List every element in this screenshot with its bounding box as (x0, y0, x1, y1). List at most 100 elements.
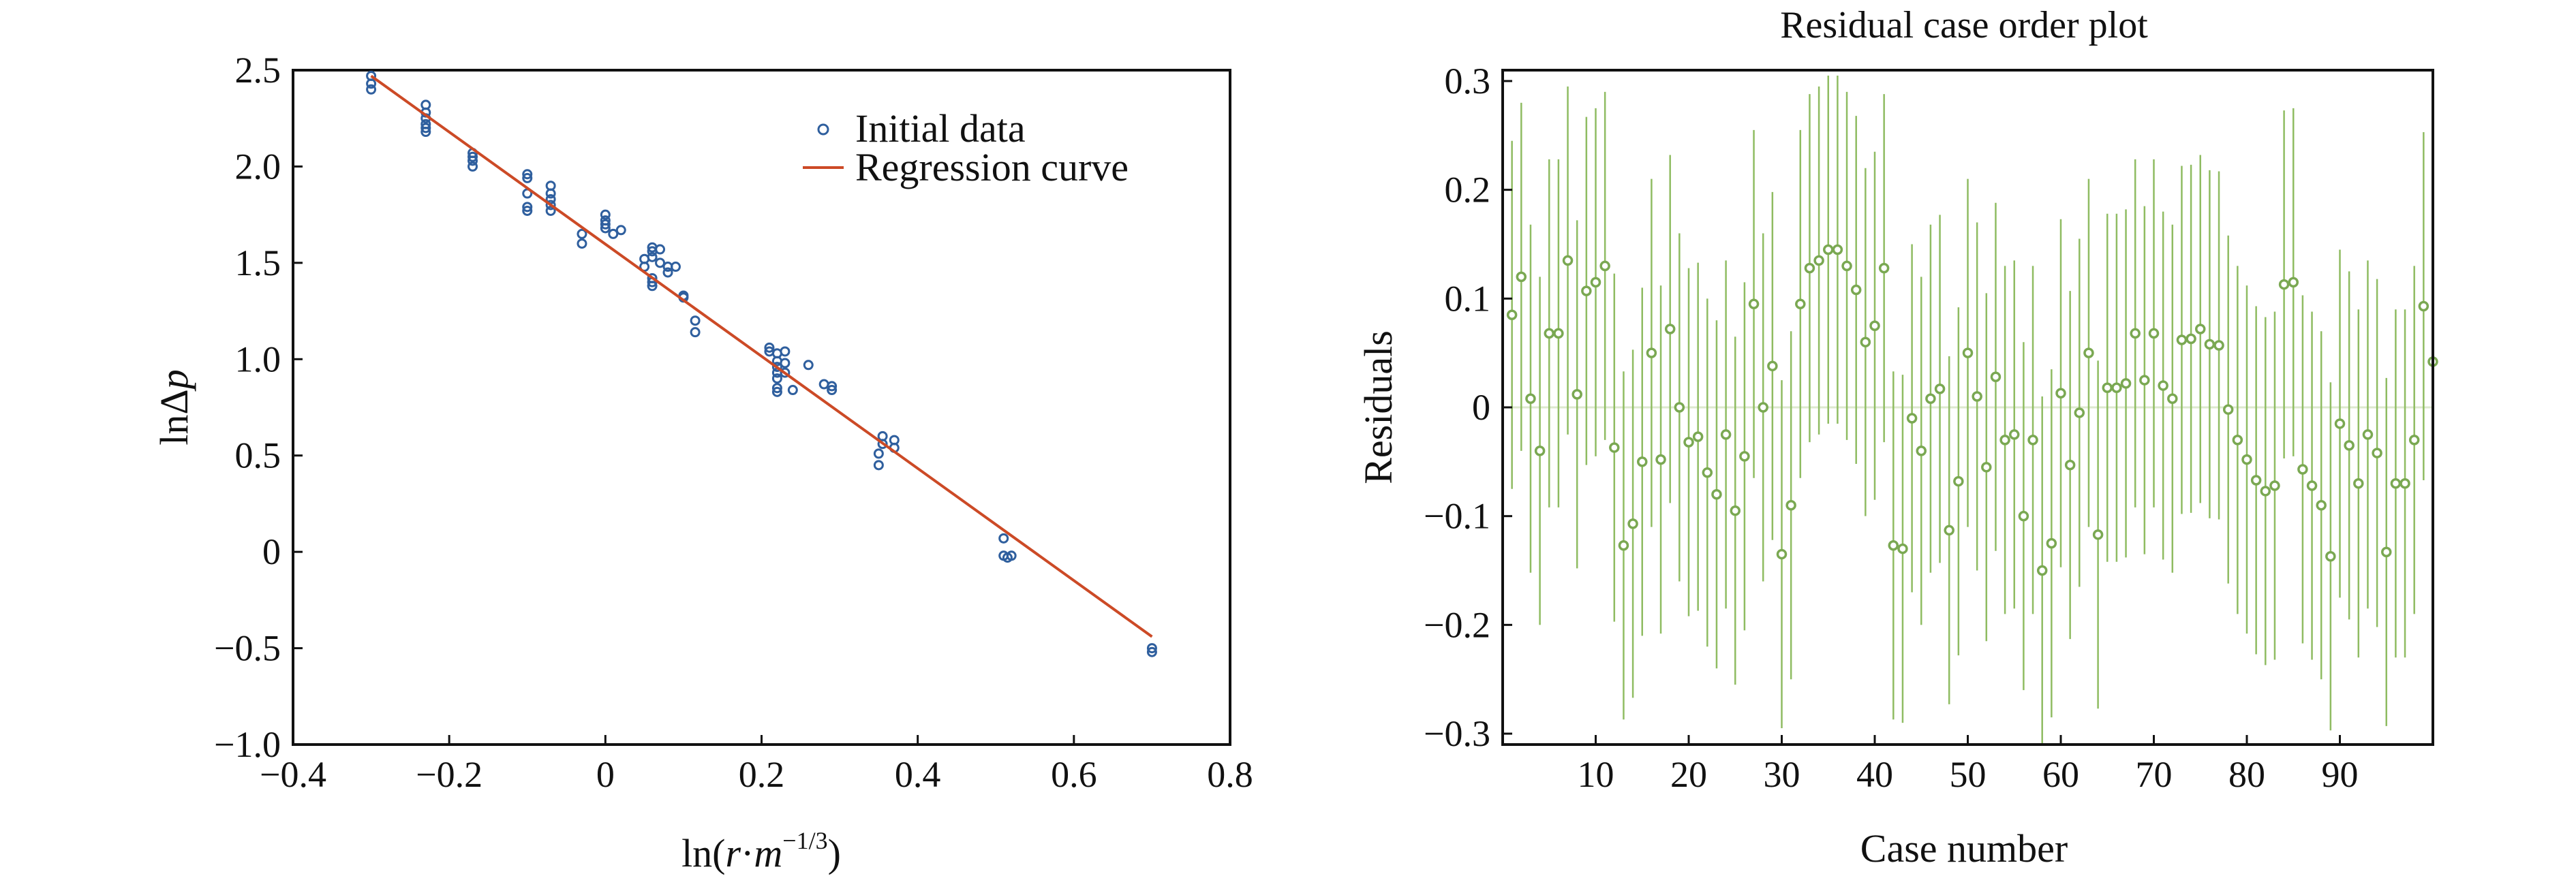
residual-point (1897, 543, 1908, 554)
residual-point (1925, 393, 1936, 404)
residual-point (2027, 435, 2038, 445)
residual-point (2408, 435, 2420, 445)
residual-point (1525, 393, 1536, 404)
residual-point (1609, 442, 1620, 453)
residual-point (2334, 418, 2346, 429)
residual-point (1674, 402, 1685, 413)
left-x-tick-label: −0.4 (260, 754, 326, 795)
right-x-tick-label: 50 (1950, 754, 1987, 795)
initial-data-point (522, 169, 533, 180)
residual-point (2241, 454, 2252, 465)
left-x-axis-label: ln(r·m−1/3) (681, 827, 841, 875)
residual-point (1878, 262, 1890, 274)
left-x-tick-label: 0 (596, 754, 615, 795)
scatter-regression-chart: −0.4 −0.2 0 0.2 0.4 0.6 0.8 −1.0 −0.5 0 0.5 1.0 1.5… (152, 50, 1253, 875)
residual-point (1999, 435, 2010, 445)
residual-point (1590, 277, 1601, 288)
initial-data-point (467, 161, 478, 172)
right-y-tick-label: −0.1 (1424, 496, 1490, 537)
right-x-tick-label: 40 (1856, 754, 1893, 795)
initial-data-point (764, 342, 775, 353)
residual-point (2390, 478, 2402, 489)
residual-point (2130, 328, 2141, 339)
right-y-tick-label: 0.3 (1445, 61, 1491, 101)
residual-point (2278, 279, 2290, 290)
residual-point (1823, 244, 1834, 255)
initial-data-point (690, 327, 701, 338)
residual-point (2195, 324, 2206, 334)
right-x-tick-label: 90 (2322, 754, 2359, 795)
residual-point (1683, 437, 1694, 448)
initial-data-point (771, 383, 782, 394)
residual-point (2269, 480, 2280, 491)
residual-point (1804, 262, 1815, 274)
residual-point (1962, 347, 1974, 358)
initial-data-point (577, 228, 587, 239)
initial-data-point (670, 262, 681, 272)
initial-data-point (420, 127, 431, 138)
residual-point (2325, 551, 2336, 562)
residual-point (1516, 271, 1527, 283)
residual-point (2306, 480, 2318, 491)
residual-point (2102, 382, 2113, 394)
initial-data-point (780, 346, 791, 357)
residual-point (2120, 378, 2132, 389)
initial-data-point (827, 381, 838, 392)
residual-point (1618, 540, 1629, 551)
residual-point (2158, 380, 2168, 391)
left-x-tick-label: 0.6 (1051, 754, 1097, 795)
residual-point (1990, 371, 2002, 383)
residual-point (1953, 475, 1964, 487)
left-y-tick-label: 1.5 (235, 243, 281, 283)
residual-point (1571, 389, 1582, 400)
initial-data-point (771, 386, 782, 397)
initial-data-point (545, 200, 556, 210)
legend-initial-data-label: Initial data (855, 106, 1026, 151)
residual-case-order-chart: Residual case order plot 10 20 30 40 50 60 70 8… (1356, 4, 2438, 871)
initial-data-point (600, 209, 611, 220)
initial-data-point (873, 460, 884, 471)
initial-data-point (655, 257, 666, 268)
initial-data-point (662, 267, 673, 278)
left-y-tick-label: 0 (262, 531, 281, 572)
residual-point (1711, 488, 1722, 500)
residual-point (1934, 384, 1946, 394)
residual-point (1720, 429, 1732, 440)
initial-data-point (1006, 550, 1017, 561)
initial-data-point (1146, 643, 1157, 654)
initial-data-point (803, 360, 814, 371)
residual-chart-title: Residual case order plot (1780, 4, 2148, 46)
initial-data-point (780, 367, 791, 378)
residual-point (1637, 456, 1648, 467)
legend-regression-label: Regression curve (855, 145, 1129, 189)
right-x-tick-label: 80 (2228, 754, 2265, 795)
initial-data-point (545, 205, 556, 216)
initial-data-point (366, 78, 377, 89)
residual-point (1664, 324, 1676, 334)
initial-data-point (577, 238, 587, 249)
residual-point (2250, 475, 2262, 486)
initial-data-point (608, 228, 619, 239)
initial-data-point (420, 123, 431, 134)
right-y-tick-label: −0.3 (1424, 713, 1490, 754)
residual-point (1888, 540, 1899, 551)
residual-point (2018, 510, 2029, 522)
initial-data-point (545, 188, 556, 199)
initial-data-point (780, 358, 791, 369)
initial-data-points (366, 70, 1157, 657)
residual-point (2232, 435, 2243, 445)
residual-point (2055, 388, 2066, 398)
residual-point (1534, 445, 1546, 456)
right-x-tick-label: 70 (2136, 754, 2173, 795)
left-y-tick-label: 0.5 (235, 435, 281, 476)
residual-point (2260, 486, 2271, 497)
residual-point (2167, 393, 2178, 404)
right-x-tick-label: 20 (1670, 754, 1707, 795)
right-y-tick-label: 0.2 (1445, 170, 1491, 210)
residual-point (1562, 255, 1574, 266)
left-legend: Initial data Regression curve (803, 106, 1129, 189)
initial-data-point (600, 219, 611, 230)
residual-point (2222, 404, 2234, 415)
right-x-axis-label: Case number (1860, 826, 2068, 871)
